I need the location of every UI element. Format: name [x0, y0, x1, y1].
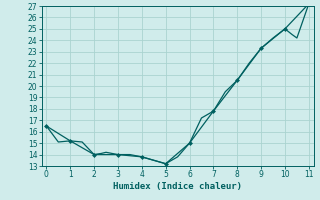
X-axis label: Humidex (Indice chaleur): Humidex (Indice chaleur) [113, 182, 242, 191]
